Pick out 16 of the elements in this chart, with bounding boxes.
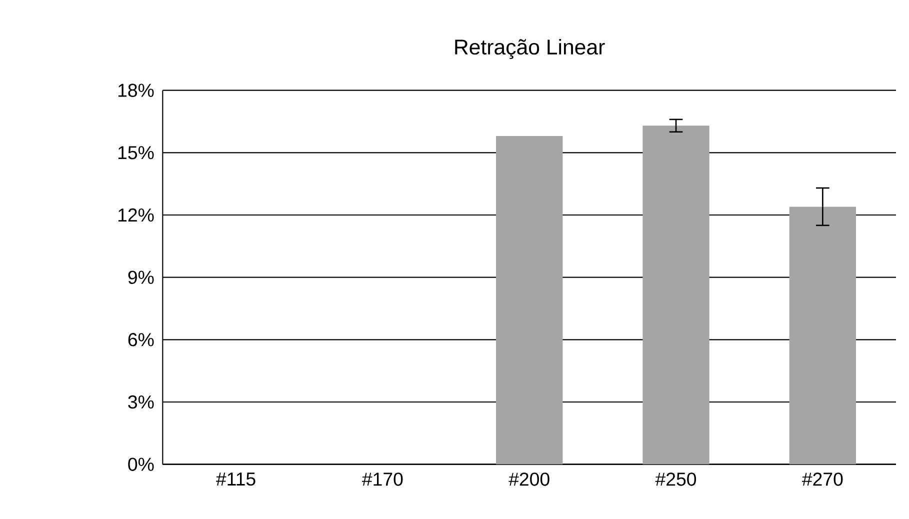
y-tick-label: 3% bbox=[128, 395, 154, 409]
x-tick-label: #250 bbox=[655, 472, 696, 486]
y-tick-label: 12% bbox=[118, 208, 154, 222]
x-tick-label: #200 bbox=[508, 472, 550, 486]
x-tick-label: #270 bbox=[802, 472, 843, 486]
y-tick-label: 9% bbox=[128, 270, 154, 284]
bar bbox=[642, 126, 710, 464]
bar bbox=[496, 136, 563, 464]
y-tick-label: 6% bbox=[128, 333, 154, 346]
bar bbox=[789, 206, 856, 464]
x-tick-label: #170 bbox=[362, 472, 403, 486]
y-tick-label: 0% bbox=[128, 458, 154, 471]
y-tick-label: 15% bbox=[118, 146, 154, 160]
y-tick-label: 18% bbox=[118, 84, 154, 97]
chart-title: Retração Linear bbox=[455, 38, 605, 59]
x-tick-label: #115 bbox=[216, 472, 256, 486]
